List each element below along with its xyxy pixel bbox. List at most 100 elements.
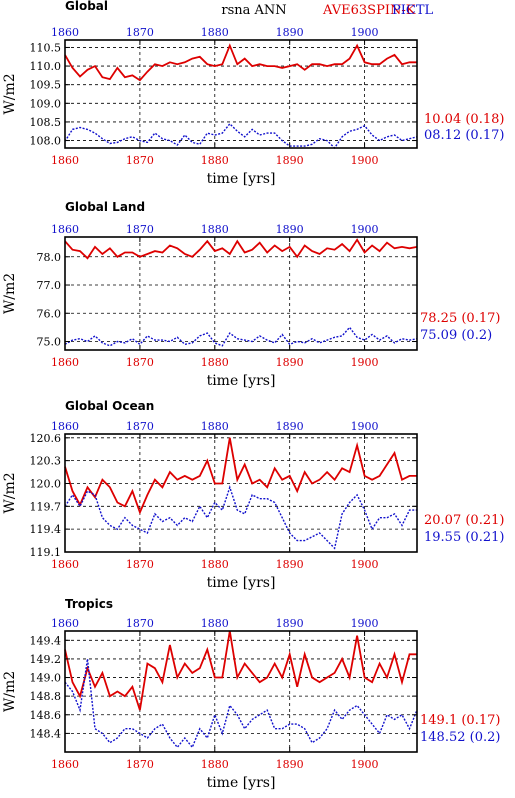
series-line-ctl bbox=[64, 658, 418, 749]
x-tick-label-top: 1870 bbox=[126, 420, 154, 433]
x-tick-label-bottom: 1890 bbox=[276, 356, 304, 369]
x-tick-label-top: 1860 bbox=[51, 420, 79, 433]
y-tick-label: 75.0 bbox=[37, 336, 62, 349]
x-tick-label-top: 1890 bbox=[276, 223, 304, 236]
y-tick-label: 119.4 bbox=[30, 523, 62, 536]
panel-title: Global bbox=[65, 0, 108, 13]
x-tick-label-bottom: 1870 bbox=[126, 558, 154, 571]
x-tick-label-top: 1900 bbox=[351, 617, 379, 630]
x-tick-label-bottom: 1860 bbox=[51, 154, 79, 167]
x-tick-label-bottom: 1860 bbox=[51, 356, 79, 369]
y-tick-label: 149.0 bbox=[30, 672, 62, 685]
y-tick-label: 77.0 bbox=[37, 279, 62, 292]
panel-title: Global Land bbox=[65, 200, 145, 214]
series-line-ctl bbox=[64, 122, 418, 150]
x-tick-label-bottom: 1890 bbox=[276, 758, 304, 771]
x-axis-label: time [yrs] bbox=[207, 575, 276, 591]
plot-frame bbox=[64, 236, 418, 351]
x-tick-label-top: 1860 bbox=[51, 26, 79, 39]
y-axis-label: W/m2 bbox=[2, 273, 18, 314]
series-end-label-ctl: 148.52 (0.2) bbox=[420, 730, 500, 745]
x-tick-label-bottom: 1870 bbox=[126, 356, 154, 369]
x-axis-label: time [yrs] bbox=[207, 775, 276, 791]
x-tick-label-bottom: 1890 bbox=[276, 154, 304, 167]
x-tick-label-bottom: 1880 bbox=[201, 758, 229, 771]
series-line-case bbox=[64, 43, 417, 82]
x-tick-label-top: 1870 bbox=[126, 26, 154, 39]
y-axis-label: W/m2 bbox=[2, 73, 18, 114]
y-axis-label: W/m2 bbox=[2, 671, 18, 712]
series-end-label-case: 78.25 (0.17) bbox=[420, 311, 500, 326]
x-tick-label-top: 1890 bbox=[276, 26, 304, 39]
series-end-label-case: 149.1 (0.17) bbox=[420, 713, 500, 728]
x-tick-label-bottom: 1880 bbox=[201, 154, 229, 167]
series-end-label-ctl: 08.12 (0.17) bbox=[424, 128, 504, 143]
plot-frame bbox=[64, 433, 418, 553]
x-tick-label-top: 1860 bbox=[51, 617, 79, 630]
y-tick-label: 119.1 bbox=[30, 546, 62, 559]
series-line-ctl bbox=[64, 485, 417, 550]
x-tick-label-top: 1880 bbox=[201, 617, 229, 630]
panel-title: Global Ocean bbox=[65, 399, 154, 413]
header-case-label: AVE63SPIN-K bbox=[322, 3, 416, 18]
series-end-label-ctl: 75.09 (0.2) bbox=[420, 328, 492, 343]
x-tick-label-top: 1880 bbox=[201, 420, 229, 433]
y-tick-label: 148.6 bbox=[30, 709, 62, 722]
x-tick-label-top: 1890 bbox=[276, 617, 304, 630]
panel-4: Tropics 1860 1860 1870 1870 1880 1880 1890 1890 1… bbox=[2, 597, 500, 791]
x-axis-label: time [yrs] bbox=[207, 373, 276, 389]
plot-frame bbox=[64, 630, 418, 753]
y-tick-label: 120.6 bbox=[30, 432, 62, 445]
x-tick-label-bottom: 1880 bbox=[201, 356, 229, 369]
x-tick-label-bottom: 1900 bbox=[351, 154, 379, 167]
x-tick-label-top: 1900 bbox=[351, 26, 379, 39]
x-tick-label-bottom: 1860 bbox=[51, 558, 79, 571]
series-line-case bbox=[64, 630, 417, 711]
x-tick-label-bottom: 1870 bbox=[126, 154, 154, 167]
x-tick-label-top: 1890 bbox=[276, 420, 304, 433]
y-tick-label: 109.0 bbox=[30, 97, 62, 110]
panel-2: Global Land 1860 1860 1870 1870 1880 1880 1890 1… bbox=[2, 200, 500, 389]
y-tick-label: 76.0 bbox=[37, 307, 62, 320]
series-line-case bbox=[64, 437, 417, 515]
series-end-label-ctl: 19.55 (0.21) bbox=[424, 530, 504, 545]
x-tick-label-top: 1900 bbox=[351, 223, 379, 236]
panel-1: Global 1860 1860 1870 1870 1880 1880 1890 1890 19… bbox=[2, 0, 504, 187]
x-tick-label-top: 1880 bbox=[201, 26, 229, 39]
y-tick-label: 148.4 bbox=[30, 727, 62, 740]
x-tick-label-top: 1870 bbox=[126, 617, 154, 630]
x-tick-label-bottom: 1860 bbox=[51, 758, 79, 771]
y-tick-label: 120.3 bbox=[30, 455, 62, 468]
plot-frame bbox=[64, 39, 418, 149]
x-axis-label: time [yrs] bbox=[207, 171, 276, 187]
x-tick-label-bottom: 1880 bbox=[201, 558, 229, 571]
x-tick-label-bottom: 1870 bbox=[126, 758, 154, 771]
y-tick-label: 78.0 bbox=[37, 251, 62, 264]
y-tick-label: 148.8 bbox=[30, 690, 62, 703]
series-end-label-case: 20.07 (0.21) bbox=[424, 513, 504, 528]
x-tick-label-bottom: 1900 bbox=[351, 356, 379, 369]
x-tick-label-bottom: 1900 bbox=[351, 558, 379, 571]
x-tick-label-top: 1870 bbox=[126, 223, 154, 236]
x-tick-label-bottom: 1890 bbox=[276, 558, 304, 571]
series-line-case bbox=[64, 238, 418, 260]
y-tick-label: 110.0 bbox=[30, 60, 62, 73]
x-tick-label-top: 1880 bbox=[201, 223, 229, 236]
header-ctl-label: PICTL bbox=[392, 3, 434, 18]
y-tick-label: 120.0 bbox=[30, 477, 62, 490]
x-tick-label-top: 1860 bbox=[51, 223, 79, 236]
y-tick-label: 108.0 bbox=[30, 135, 62, 148]
panel-3: Global Ocean 1860 1860 1870 1870 1880 1880 1890… bbox=[2, 399, 504, 591]
x-tick-label-top: 1900 bbox=[351, 420, 379, 433]
y-tick-label: 108.5 bbox=[30, 116, 62, 129]
y-axis-label: W/m2 bbox=[2, 472, 18, 513]
y-tick-label: 149.2 bbox=[30, 653, 62, 666]
x-tick-label-bottom: 1900 bbox=[351, 758, 379, 771]
series-line-ctl bbox=[64, 326, 418, 347]
header-variable: rsna ANN bbox=[221, 3, 286, 18]
panel-title: Tropics bbox=[65, 597, 113, 611]
y-tick-label: 119.7 bbox=[30, 500, 62, 513]
series-end-label-case: 10.04 (0.18) bbox=[424, 112, 504, 127]
y-tick-label: 149.4 bbox=[30, 634, 62, 647]
